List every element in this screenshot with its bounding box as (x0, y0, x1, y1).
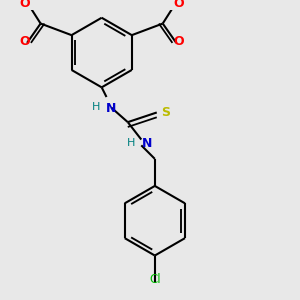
Text: S: S (162, 106, 171, 119)
Text: H: H (92, 102, 101, 112)
Text: O: O (20, 0, 30, 11)
Text: H: H (127, 138, 136, 148)
Text: O: O (173, 35, 184, 48)
Text: N: N (106, 102, 116, 115)
Text: O: O (173, 0, 184, 11)
Text: O: O (20, 35, 30, 48)
Text: Cl: Cl (149, 272, 160, 286)
Text: N: N (142, 137, 152, 150)
